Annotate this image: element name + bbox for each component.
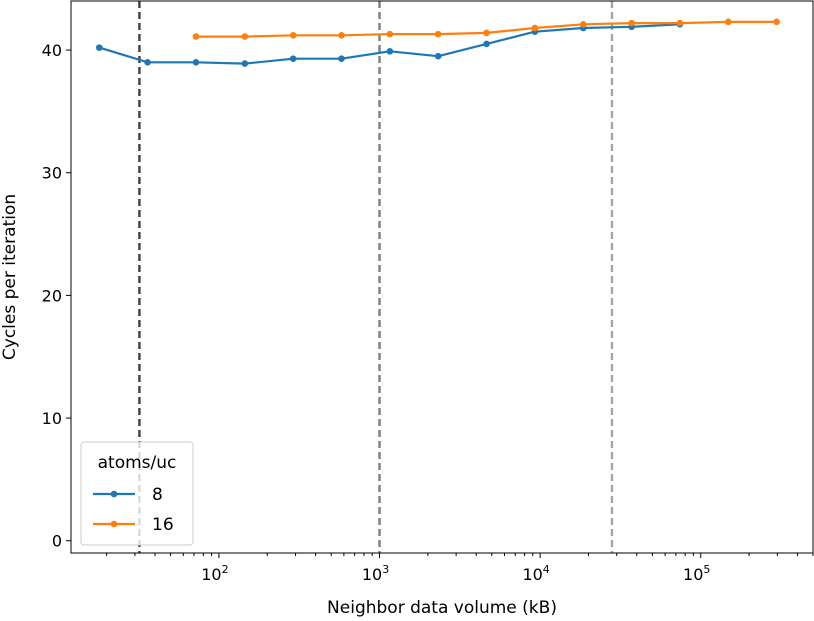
x-axis-label: Neighbor data volume (kB) bbox=[327, 598, 557, 618]
legend-title: atoms/uc bbox=[98, 453, 177, 473]
series-16 bbox=[192, 18, 780, 40]
data-point bbox=[725, 18, 732, 26]
data-point bbox=[483, 40, 490, 48]
x-tick-label: 105 bbox=[683, 563, 710, 584]
y-tick-label: 40 bbox=[42, 41, 62, 60]
data-point bbox=[773, 18, 780, 26]
data-point bbox=[95, 44, 103, 51]
legend-entry-8: 8 bbox=[93, 485, 163, 505]
data-point bbox=[192, 33, 200, 40]
legend-entry-16: 16 bbox=[93, 515, 174, 535]
legend: atoms/uc 8 16 bbox=[80, 441, 194, 546]
data-point bbox=[289, 32, 297, 39]
x-tick-label: 102 bbox=[201, 563, 228, 584]
y-tick-label: 0 bbox=[52, 532, 62, 551]
data-point bbox=[531, 24, 539, 32]
legend-marker bbox=[110, 490, 118, 498]
x-tick-label: 103 bbox=[362, 563, 389, 584]
legend-label: 16 bbox=[152, 515, 174, 535]
data-point bbox=[289, 55, 297, 62]
data-point bbox=[483, 29, 490, 37]
reference-lines bbox=[138, 1, 614, 553]
x-axis: 102 103 104 105 bbox=[106, 553, 814, 584]
plot-frame bbox=[70, 0, 814, 554]
series-line bbox=[98, 23, 681, 65]
data-point bbox=[241, 33, 249, 40]
y-axis: 0 10 20 30 40 bbox=[42, 41, 71, 551]
data-point bbox=[192, 59, 200, 66]
data-point bbox=[338, 55, 345, 62]
x-tick-label: 104 bbox=[522, 563, 549, 584]
data-point bbox=[241, 60, 249, 67]
y-tick-label: 10 bbox=[42, 409, 62, 428]
y-tick-label: 30 bbox=[42, 164, 62, 183]
legend-marker bbox=[110, 520, 118, 528]
y-axis-label: Cycles per iteration bbox=[0, 194, 20, 360]
data-point bbox=[434, 30, 442, 38]
legend-box bbox=[80, 441, 194, 546]
data-point bbox=[579, 21, 587, 28]
data-point bbox=[676, 19, 684, 27]
data-point bbox=[386, 30, 394, 38]
y-tick-label: 20 bbox=[42, 286, 62, 305]
data-point bbox=[144, 59, 151, 66]
data-point bbox=[386, 47, 394, 55]
data-point bbox=[338, 32, 345, 39]
series-layer bbox=[95, 18, 780, 67]
data-point bbox=[628, 19, 635, 27]
series-8 bbox=[95, 21, 684, 67]
data-point bbox=[434, 52, 442, 60]
legend-label: 8 bbox=[152, 485, 163, 505]
